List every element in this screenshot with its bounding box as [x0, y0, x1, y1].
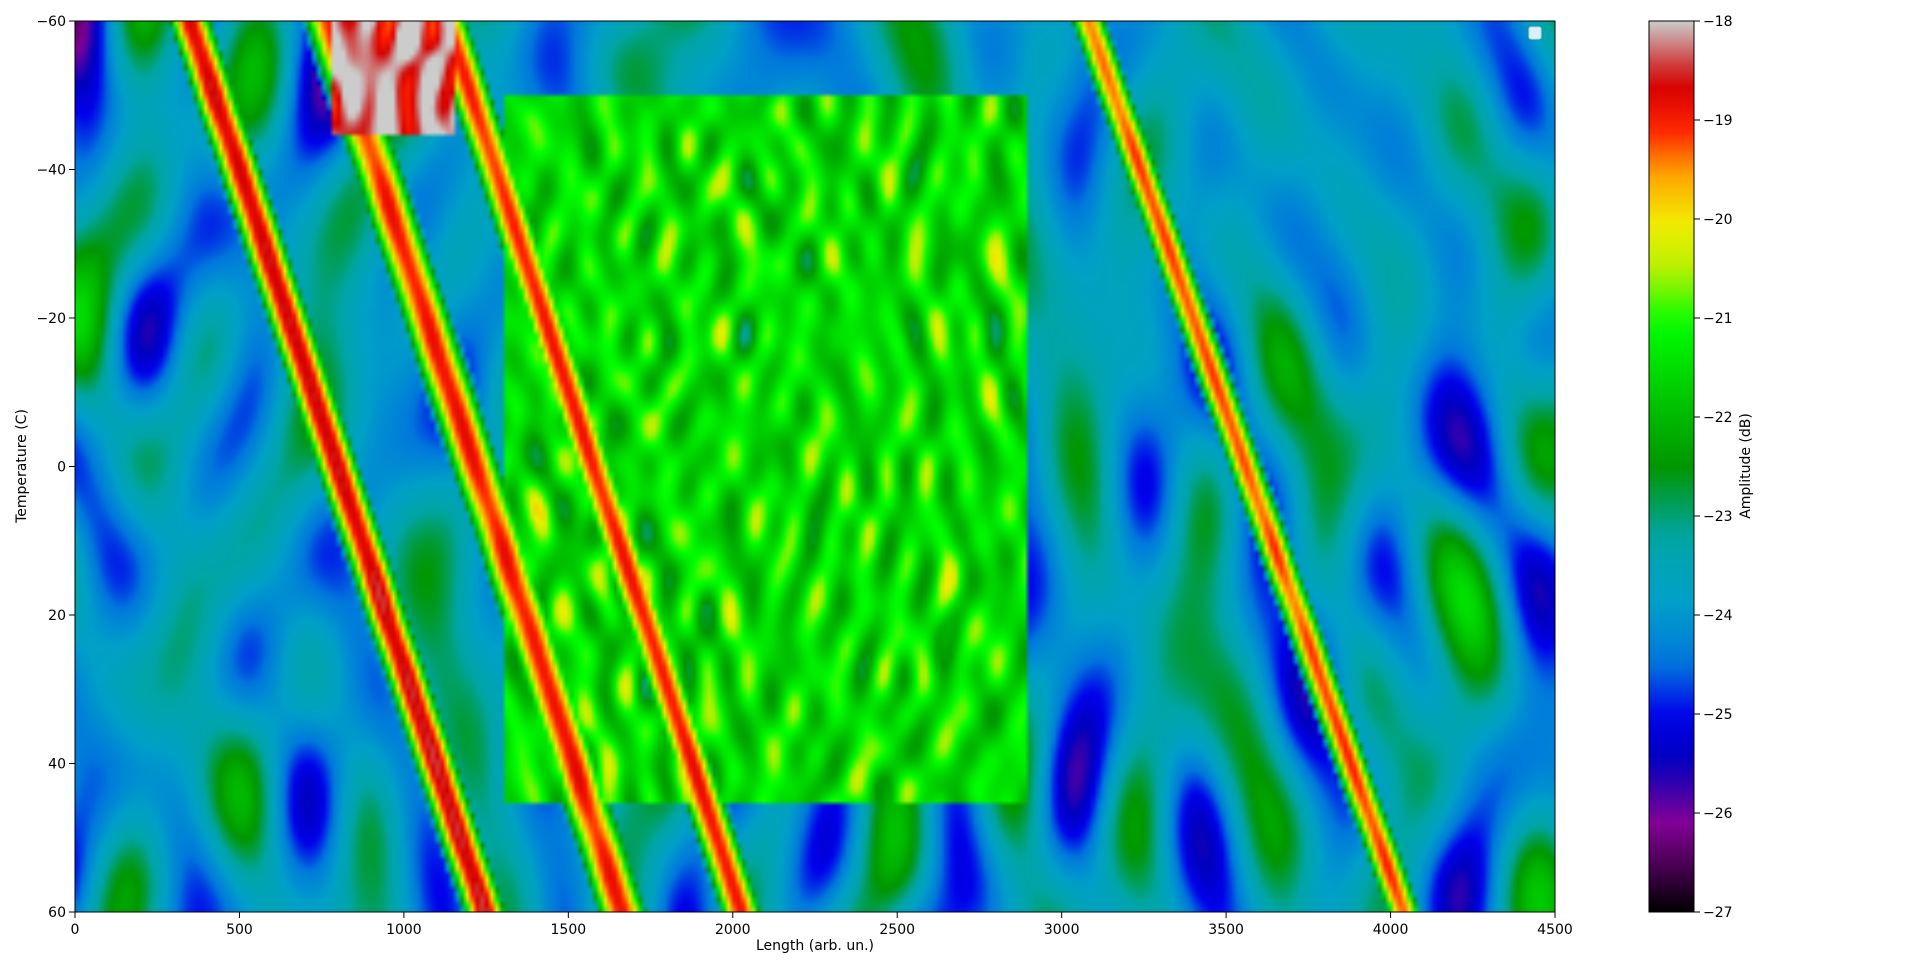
colorbar-tick-label: −25 — [1703, 707, 1733, 723]
y-tick-label: −20 — [36, 311, 66, 327]
x-tick-label: 2000 — [715, 922, 751, 938]
x-tick-label: 4000 — [1373, 922, 1409, 938]
y-axis: −60 −40 −20 0 20 40 60 — [36, 14, 75, 921]
x-tick-label: 4500 — [1537, 922, 1573, 938]
colorbar-tick-label: −20 — [1703, 212, 1733, 228]
colorbar-tick-label: −22 — [1703, 410, 1733, 426]
y-tick-label: 60 — [48, 905, 66, 921]
x-tick-label: 1500 — [551, 922, 587, 938]
colorbar-tick-label: −21 — [1703, 311, 1733, 327]
heatmap-image — [75, 21, 1555, 912]
y-tick-label: −40 — [36, 163, 66, 179]
colorbar-tick-label: −23 — [1703, 509, 1733, 525]
x-tick-label: 1000 — [386, 922, 422, 938]
x-axis: 0 500 1000 1500 2000 2500 3000 3500 4000 4500 — [71, 912, 1573, 938]
colorbar-tick-label: −18 — [1703, 14, 1733, 30]
colorbar-tick-label: −27 — [1703, 905, 1733, 921]
y-tick-label: 20 — [48, 608, 66, 624]
colorbar-tick-label: −24 — [1703, 608, 1733, 624]
x-tick-label: 3500 — [1208, 922, 1244, 938]
colorbar — [1648, 20, 1695, 913]
x-tick-label: 500 — [226, 922, 253, 938]
colorbar-axis: −18 −19 −20 −21 −22 −23 −24 −25 −26 −27 — [1694, 14, 1733, 921]
colorbar-label: Amplitude (dB) — [1738, 413, 1754, 519]
legend-box — [1528, 26, 1542, 40]
y-tick-label: 40 — [48, 757, 66, 773]
x-axis-label: Length (arb. un.) — [756, 938, 874, 954]
x-tick-label: 0 — [71, 922, 80, 938]
y-tick-label: −60 — [36, 14, 66, 30]
y-tick-label: 0 — [57, 460, 66, 476]
x-tick-label: 2500 — [879, 922, 915, 938]
colorbar-tick-label: −19 — [1703, 113, 1733, 129]
x-tick-label: 3000 — [1044, 922, 1080, 938]
y-axis-label: Temperature (C) — [14, 409, 30, 524]
colorbar-tick-label: −26 — [1703, 806, 1733, 822]
